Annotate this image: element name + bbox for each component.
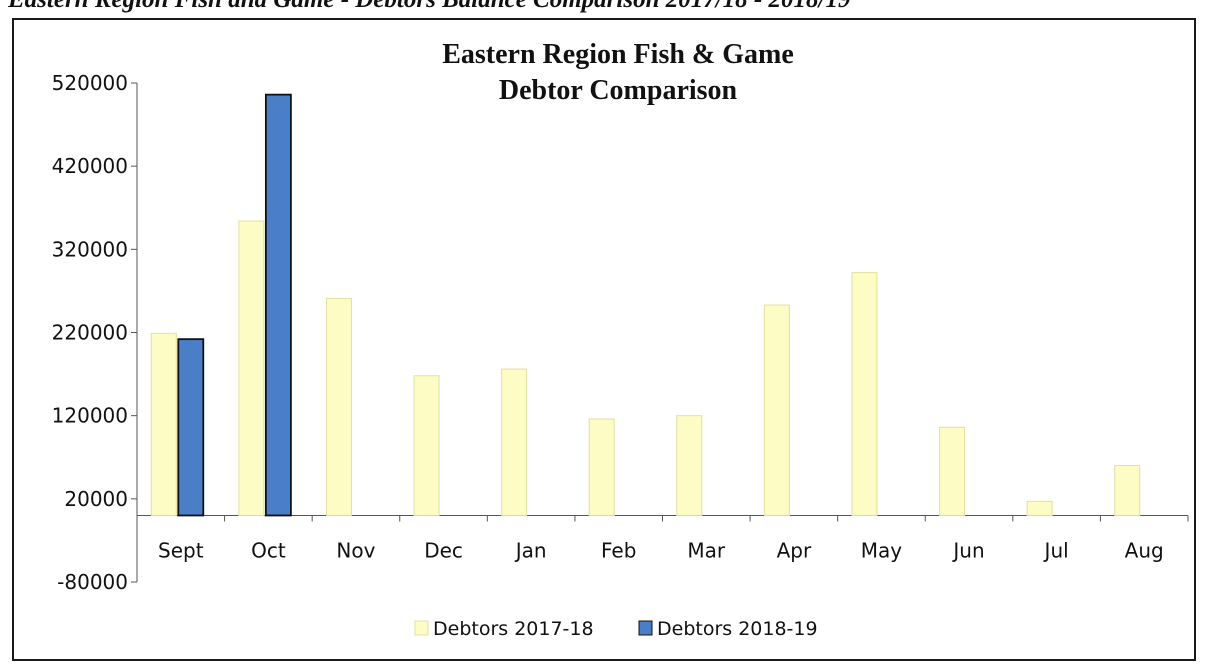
- x-tick-label: Mar: [687, 538, 726, 562]
- y-tick-label: 320000: [52, 237, 128, 261]
- bar-debtors-2017-18: [676, 415, 703, 516]
- y-tick-label: -80000: [57, 570, 128, 594]
- bar-debtors-2017-18: [1114, 465, 1141, 516]
- x-tick-label: Aug: [1125, 538, 1164, 562]
- legend-label-debtors-2018-19: Debtors 2018-19: [657, 618, 818, 640]
- chart-frame: [12, 18, 1196, 661]
- x-tick-label: May: [861, 538, 903, 562]
- bar-debtors-2017-18: [588, 418, 615, 516]
- x-axis: Sept Oct Nov Dec Jan Feb Mar Apr May Jun Jul Aug: [136, 514, 1189, 562]
- bar-debtors-2017-18: [939, 426, 966, 516]
- document-heading: Eastern Region Fish and Game - Debtors B…: [8, 0, 1198, 16]
- bar-debtors-2017-18: [413, 375, 440, 516]
- bar-debtors-2017-18: [150, 332, 177, 516]
- x-tick-label: Jul: [1043, 538, 1069, 562]
- chart-title-line-1: Eastern Region Fish & Game: [442, 39, 794, 70]
- y-tick-label: 420000: [52, 154, 128, 178]
- y-tick-label: 120000: [52, 404, 128, 428]
- bar-debtors-2017-18: [1026, 500, 1053, 516]
- x-tick-label: Sept: [158, 538, 204, 562]
- bar-debtors-2017-18: [325, 297, 352, 516]
- x-tick-label: Oct: [251, 538, 286, 562]
- bar-debtors-2017-18: [763, 304, 790, 516]
- x-tick-label: Feb: [601, 538, 636, 562]
- y-tick-label: 520000: [52, 71, 128, 95]
- x-tick-label: Apr: [777, 538, 812, 562]
- bar-debtors-2017-18: [501, 368, 528, 516]
- y-tick-label: 220000: [52, 321, 128, 345]
- x-tick-label: Jan: [514, 538, 547, 562]
- chart-title-line-2: Debtor Comparison: [499, 75, 738, 106]
- legend-swatch-debtors-2018-19: [638, 620, 653, 636]
- y-axis: 520000 420000 320000 220000 120000 20000 -8000…: [52, 71, 138, 594]
- bar-debtors-2017-18: [238, 220, 265, 516]
- x-tick-label: Nov: [336, 538, 375, 562]
- legend: Debtors 2017-18 Debtors 2018-19: [414, 618, 818, 640]
- y-tick-label: 20000: [64, 487, 128, 511]
- bars: [150, 93, 1141, 517]
- bar-debtors-2018-19: [264, 93, 292, 517]
- x-tick-label: Jun: [951, 538, 984, 562]
- x-tick-label: Dec: [424, 538, 463, 562]
- bar-debtors-2018-19: [177, 338, 205, 517]
- legend-label-debtors-2017-18: Debtors 2017-18: [433, 618, 594, 640]
- bar-debtors-2017-18: [851, 272, 878, 516]
- legend-swatch-debtors-2017-18: [414, 620, 429, 636]
